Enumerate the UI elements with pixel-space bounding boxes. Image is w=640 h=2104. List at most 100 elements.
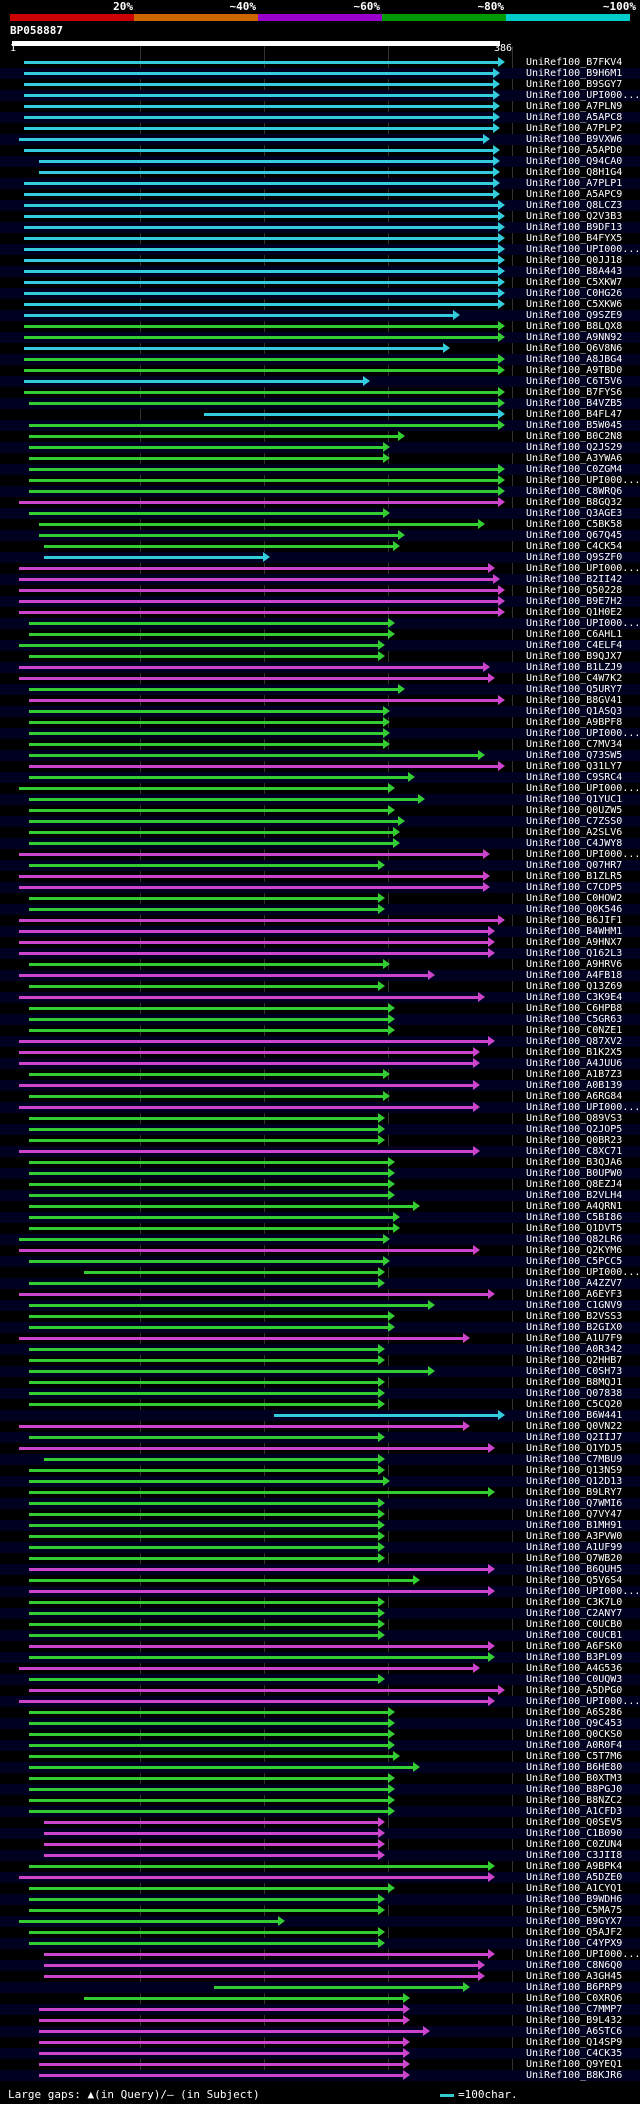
hit-row[interactable]: UniRef100_B9GYX7: [0, 1916, 640, 1927]
hit-row[interactable]: UniRef100_C0UQW3: [0, 1674, 640, 1685]
hit-row[interactable]: UniRef100_B7FYS6: [0, 387, 640, 398]
hit-row[interactable]: UniRef100_UPI000...: [0, 618, 640, 629]
hit-label[interactable]: UniRef100_UPI000...: [526, 244, 640, 255]
hit-label[interactable]: UniRef100_C8N6Q0: [526, 1960, 623, 1971]
hit-label[interactable]: UniRef100_Q31LY7: [526, 761, 623, 772]
hit-label[interactable]: UniRef100_Q7WB20: [526, 1553, 623, 1564]
hit-row[interactable]: UniRef100_B8GQ32: [0, 497, 640, 508]
hit-row[interactable]: UniRef100_Q1ASQ3: [0, 706, 640, 717]
hit-label[interactable]: UniRef100_Q1H0E2: [526, 607, 623, 618]
hit-row[interactable]: UniRef100_A9HRV6: [0, 959, 640, 970]
hit-label[interactable]: UniRef100_A6RG84: [526, 1091, 623, 1102]
hit-row[interactable]: UniRef100_Q2V3B3: [0, 211, 640, 222]
hit-label[interactable]: UniRef100_C8WRQ6: [526, 486, 623, 497]
hit-row[interactable]: UniRef100_C0ZUN4: [0, 1839, 640, 1850]
hit-row[interactable]: UniRef100_C8WRQ6: [0, 486, 640, 497]
hit-label[interactable]: UniRef100_Q2KYM6: [526, 1245, 623, 1256]
hit-label[interactable]: UniRef100_B4FYX5: [526, 233, 623, 244]
hit-row[interactable]: UniRef100_A4QRN1: [0, 1201, 640, 1212]
hit-label[interactable]: UniRef100_C1GNV9: [526, 1300, 623, 1311]
hit-label[interactable]: UniRef100_B8NZC2: [526, 1795, 623, 1806]
hit-label[interactable]: UniRef100_UPI000...: [526, 90, 640, 101]
hit-label[interactable]: UniRef100_Q5AJF2: [526, 1927, 623, 1938]
hit-row[interactable]: UniRef100_Q2KYM6: [0, 1245, 640, 1256]
hit-label[interactable]: UniRef100_A3PVW0: [526, 1531, 623, 1542]
hit-row[interactable]: UniRef100_B2GIX0: [0, 1322, 640, 1333]
hit-row[interactable]: UniRef100_C0XRQ6: [0, 1993, 640, 2004]
hit-label[interactable]: UniRef100_A4ZZV7: [526, 1278, 623, 1289]
hit-label[interactable]: UniRef100_UPI000...: [526, 849, 640, 860]
hit-label[interactable]: UniRef100_B8A443: [526, 266, 623, 277]
hit-row[interactable]: UniRef100_UPI000...: [0, 1102, 640, 1113]
hit-label[interactable]: UniRef100_UPI000...: [526, 475, 640, 486]
hit-row[interactable]: UniRef100_B9VXW6: [0, 134, 640, 145]
hit-row[interactable]: UniRef100_UPI000...: [0, 1267, 640, 1278]
hit-label[interactable]: UniRef100_C2ANY7: [526, 1608, 623, 1619]
hit-label[interactable]: UniRef100_Q82LR6: [526, 1234, 623, 1245]
hit-row[interactable]: UniRef100_A9HNX7: [0, 937, 640, 948]
hit-row[interactable]: UniRef100_A1U7F9: [0, 1333, 640, 1344]
hit-row[interactable]: UniRef100_Q5URY7: [0, 684, 640, 695]
hit-label[interactable]: UniRef100_B8GV41: [526, 695, 623, 706]
hit-row[interactable]: UniRef100_A6FSK0: [0, 1641, 640, 1652]
hit-label[interactable]: UniRef100_B9WDH6: [526, 1894, 623, 1905]
hit-label[interactable]: UniRef100_A5DZE0: [526, 1872, 623, 1883]
hit-row[interactable]: UniRef100_Q13Z69: [0, 981, 640, 992]
hit-row[interactable]: UniRef100_A8JBG4: [0, 354, 640, 365]
hit-label[interactable]: UniRef100_C4ELF4: [526, 640, 623, 651]
hit-label[interactable]: UniRef100_Q2HHB7: [526, 1355, 623, 1366]
hit-label[interactable]: UniRef100_Q2V3B3: [526, 211, 623, 222]
hit-row[interactable]: UniRef100_C5PCC5: [0, 1256, 640, 1267]
hit-row[interactable]: UniRef100_Q0BR23: [0, 1135, 640, 1146]
hit-row[interactable]: UniRef100_C0SH73: [0, 1366, 640, 1377]
hit-row[interactable]: UniRef100_Q7VY47: [0, 1509, 640, 1520]
hit-label[interactable]: UniRef100_A4JUU6: [526, 1058, 623, 1069]
hit-label[interactable]: UniRef100_Q0JJ18: [526, 255, 623, 266]
hit-row[interactable]: UniRef100_A5DPG0: [0, 1685, 640, 1696]
hit-row[interactable]: UniRef100_C0NZE1: [0, 1025, 640, 1036]
hit-row[interactable]: UniRef100_B9QJX7: [0, 651, 640, 662]
hit-label[interactable]: UniRef100_Q12D13: [526, 1476, 623, 1487]
hit-row[interactable]: UniRef100_C4JWY8: [0, 838, 640, 849]
hit-row[interactable]: UniRef100_Q07HR7: [0, 860, 640, 871]
hit-label[interactable]: UniRef100_C0HG26: [526, 288, 623, 299]
hit-row[interactable]: UniRef100_C3K9E4: [0, 992, 640, 1003]
hit-row[interactable]: UniRef100_C4YPX9: [0, 1938, 640, 1949]
hit-label[interactable]: UniRef100_A4FB18: [526, 970, 623, 981]
hit-label[interactable]: UniRef100_C4YPX9: [526, 1938, 623, 1949]
hit-row[interactable]: UniRef100_Q0SEV5: [0, 1817, 640, 1828]
hit-label[interactable]: UniRef100_A0B139: [526, 1080, 623, 1091]
hit-row[interactable]: UniRef100_Q1DVT5: [0, 1223, 640, 1234]
hit-row[interactable]: UniRef100_A6STC6: [0, 2026, 640, 2037]
hit-label[interactable]: UniRef100_B7FKV4: [526, 57, 623, 68]
hit-row[interactable]: UniRef100_UPI000...: [0, 1949, 640, 1960]
hit-label[interactable]: UniRef100_A0R0F4: [526, 1740, 623, 1751]
hit-row[interactable]: UniRef100_B2II42: [0, 574, 640, 585]
hit-label[interactable]: UniRef100_Q13NS9: [526, 1465, 623, 1476]
hit-row[interactable]: UniRef100_A5APD0: [0, 145, 640, 156]
hit-row[interactable]: UniRef100_B8MQJ1: [0, 1377, 640, 1388]
hit-row[interactable]: UniRef100_B6PRP9: [0, 1982, 640, 1993]
hit-row[interactable]: UniRef100_A3YWA6: [0, 453, 640, 464]
hit-row[interactable]: UniRef100_Q5AJF2: [0, 1927, 640, 1938]
hit-row[interactable]: UniRef100_C8N6Q0: [0, 1960, 640, 1971]
hit-label[interactable]: UniRef100_A1B7Z3: [526, 1069, 623, 1080]
hit-label[interactable]: UniRef100_C7ZSS0: [526, 816, 623, 827]
hit-row[interactable]: UniRef100_Q9C453: [0, 1718, 640, 1729]
hit-label[interactable]: UniRef100_C9SRC4: [526, 772, 623, 783]
hit-label[interactable]: UniRef100_C5CQ20: [526, 1399, 623, 1410]
hit-label[interactable]: UniRef100_C8XC71: [526, 1146, 623, 1157]
hit-row[interactable]: UniRef100_B9L432: [0, 2015, 640, 2026]
hit-label[interactable]: UniRef100_A0R342: [526, 1344, 623, 1355]
hit-row[interactable]: UniRef100_Q07838: [0, 1388, 640, 1399]
hit-row[interactable]: UniRef100_B8LQX8: [0, 321, 640, 332]
hit-row[interactable]: UniRef100_A4ZZV7: [0, 1278, 640, 1289]
hit-row[interactable]: UniRef100_Q7WB20: [0, 1553, 640, 1564]
hit-label[interactable]: UniRef100_B8GQ32: [526, 497, 623, 508]
hit-label[interactable]: UniRef100_B8LQX8: [526, 321, 623, 332]
hit-label[interactable]: UniRef100_C0ZUN4: [526, 1839, 623, 1850]
hit-row[interactable]: UniRef100_A5APC8: [0, 112, 640, 123]
hit-row[interactable]: UniRef100_C1B090: [0, 1828, 640, 1839]
hit-row[interactable]: UniRef100_C6AHL1: [0, 629, 640, 640]
hit-row[interactable]: UniRef100_Q0VN22: [0, 1421, 640, 1432]
